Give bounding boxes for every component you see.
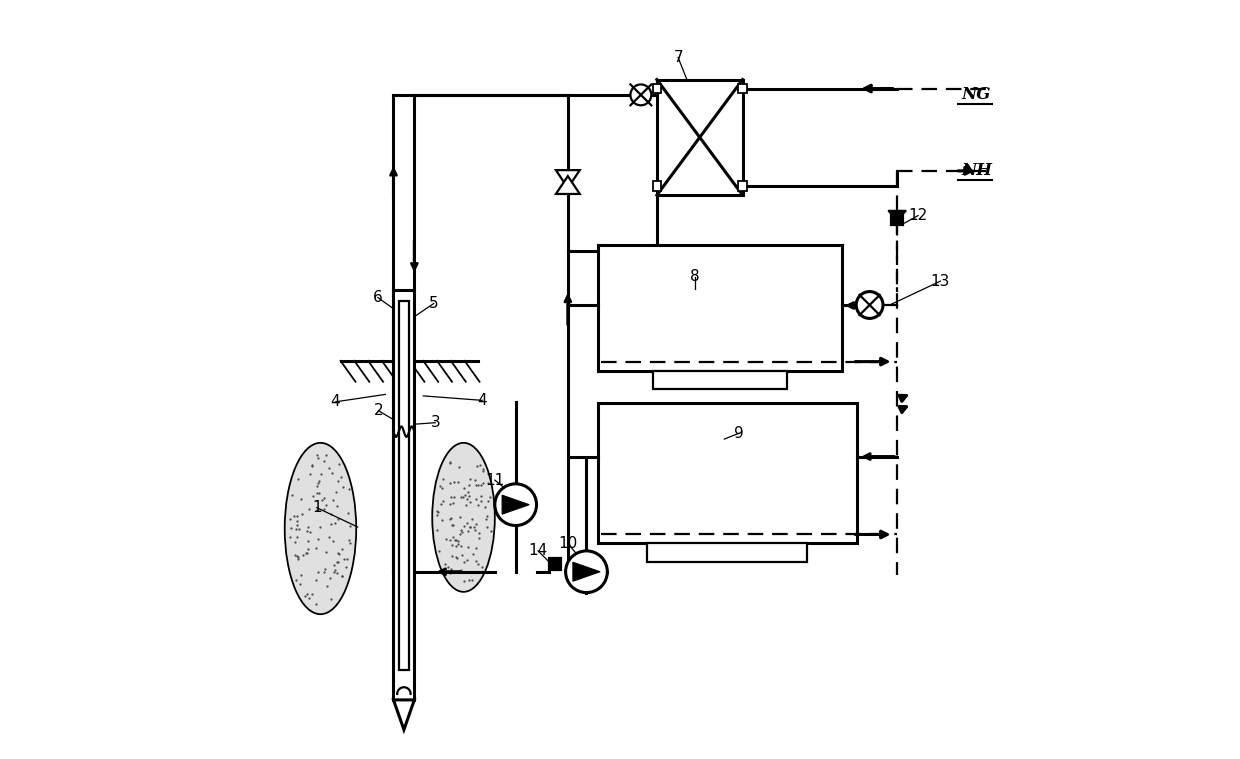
Bar xyxy=(598,245,842,370)
Text: 9: 9 xyxy=(734,426,744,441)
Bar xyxy=(652,181,661,191)
Polygon shape xyxy=(393,700,414,729)
Text: 3: 3 xyxy=(430,415,440,430)
Bar xyxy=(892,213,903,225)
Ellipse shape xyxy=(433,442,495,592)
Bar xyxy=(652,370,787,389)
Text: 13: 13 xyxy=(931,274,950,288)
Polygon shape xyxy=(556,176,580,194)
Text: 4: 4 xyxy=(477,393,487,408)
Text: NH: NH xyxy=(961,162,992,179)
Bar xyxy=(598,403,857,543)
Circle shape xyxy=(565,551,608,593)
Text: 14: 14 xyxy=(528,543,548,559)
Circle shape xyxy=(495,483,537,525)
Text: 2: 2 xyxy=(373,403,383,418)
Bar xyxy=(657,80,743,195)
Text: 11: 11 xyxy=(485,473,505,487)
Text: 4: 4 xyxy=(331,395,340,409)
Polygon shape xyxy=(573,562,600,581)
Text: 8: 8 xyxy=(689,269,699,284)
Polygon shape xyxy=(502,495,529,514)
Text: 1: 1 xyxy=(312,500,321,515)
Ellipse shape xyxy=(285,442,356,614)
Text: 5: 5 xyxy=(429,296,439,311)
Text: 10: 10 xyxy=(558,536,578,551)
Polygon shape xyxy=(888,211,906,221)
Polygon shape xyxy=(556,170,580,188)
Bar xyxy=(393,290,414,700)
Text: NG: NG xyxy=(961,87,991,103)
Circle shape xyxy=(630,84,651,106)
Text: 12: 12 xyxy=(909,208,928,223)
Bar xyxy=(549,559,562,570)
Bar xyxy=(399,301,409,670)
Bar xyxy=(739,83,746,93)
Circle shape xyxy=(856,291,883,319)
Bar xyxy=(652,83,661,93)
Bar xyxy=(647,543,807,562)
Bar xyxy=(739,181,746,191)
Text: 7: 7 xyxy=(673,50,683,65)
Text: 6: 6 xyxy=(373,290,383,305)
